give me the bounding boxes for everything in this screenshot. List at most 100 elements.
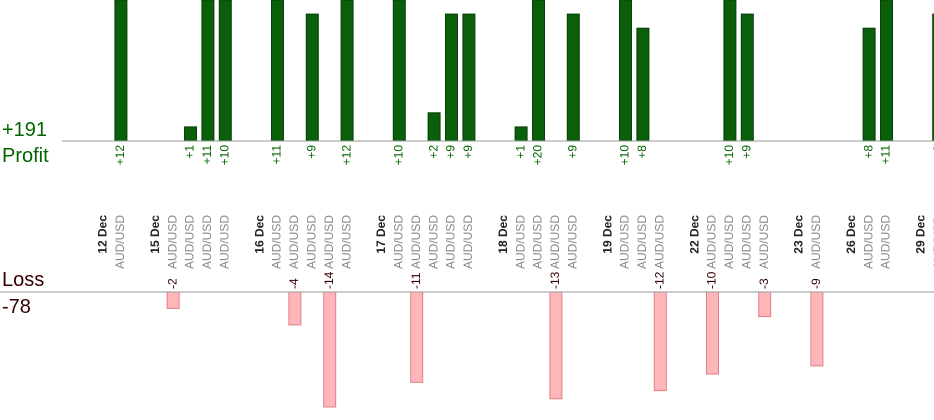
profit-value-label: +11 [879,145,893,165]
loss-value-label: -4 [287,278,301,289]
date-label: 16 Dec [252,215,266,254]
instrument-label: AUD/USD [339,215,353,269]
loss-value-label: -12 [652,271,666,289]
instrument-label: AUD/USD [113,215,127,269]
instrument-label: AUD/USD [531,215,545,269]
loss-bar [410,291,424,383]
instrument-label: AUD/USD [513,215,527,269]
date-label: 29 Dec [913,215,927,254]
profit-bar [392,0,406,142]
instrument-label: AUD/USD [722,215,736,269]
instrument-label: AUD/USD [304,215,318,269]
profit-bar [114,0,128,142]
profit-total: +191 [2,119,48,141]
profit-value-label: +20 [531,145,545,166]
loss-bar [653,291,667,392]
profit-bar [740,13,754,142]
instrument-label: AUD/USD [861,215,875,269]
loss-value-label: -2 [165,278,179,289]
loss-bar [810,291,824,367]
category-labels: 12 Dec AUD/USD 15 Dec AUD/USD AUD/USD AUD/USD… [96,215,934,269]
profit-bars [114,0,934,142]
profit-value-label: +1 [513,145,527,159]
profit-bar [305,13,319,142]
profit-bar [445,13,458,142]
instrument-label: AUD/USD [565,215,579,269]
profit-bar [532,0,545,142]
instrument-label: AUD/USD [461,215,475,269]
loss-bar [166,291,180,309]
instrument-label: AUD/USD [391,215,405,269]
profit-bar [880,0,893,142]
profit-bar [340,0,354,142]
profit-value-label: +10 [722,145,736,166]
instrument-label: AUD/USD [287,215,301,269]
instrument-label: AUD/USD [809,215,823,269]
profit-value-label: +10 [217,145,231,166]
profit-bar [427,112,441,142]
date-label: 26 Dec [844,215,858,254]
profit-bar [566,13,580,142]
instrument-label: AUD/USD [426,215,440,269]
profit-label: Profit [2,145,49,167]
profit-value-label: +2 [426,145,440,159]
value-labels: +12-2+1 +11 +10 +11-4+9-14+12 +10-11+2 +9 +9 +1… [113,145,934,289]
profit-value-label: +9 [304,145,318,159]
profit-value-label: +9 [565,145,579,159]
date-label: 18 Dec [496,215,510,254]
date-label: 19 Dec [600,215,614,254]
profit-bar [271,0,284,142]
date-label: 22 Dec [687,215,701,254]
instrument-label: AUD/USD [931,215,934,269]
profit-value-label: +8 [635,145,649,159]
profit-value-label: +9 [739,145,753,159]
loss-bar [758,291,772,318]
loss-label: Loss [2,269,45,291]
loss-total: -78 [2,296,31,318]
instrument-label: AUD/USD [548,215,562,269]
profit-value-label: +11 [270,145,284,165]
profit-bar [184,126,197,142]
date-label: 15 Dec [148,215,162,254]
profit-value-label: +1 [183,145,197,159]
profit-value-label: +9 [444,145,458,159]
profit-bar [636,27,650,142]
profit-bar [218,0,232,142]
profit-value-label: +10 [618,145,632,166]
instrument-label: AUD/USD [165,215,179,269]
instrument-label: AUD/USD [444,215,458,269]
profit-value-label: +12 [113,145,127,166]
profit-value-label: +9 [931,145,934,159]
date-label: 12 Dec [96,215,110,254]
instrument-label: AUD/USD [879,215,893,269]
instrument-label: AUD/USD [217,215,231,269]
instrument-label: AUD/USD [705,215,719,269]
loss-value-label: -13 [548,271,562,289]
instrument-label: AUD/USD [757,215,771,269]
profit-value-label: +12 [339,145,353,166]
profit-bar [201,0,215,142]
profit-bar [932,13,934,142]
profit-value-label: +10 [391,145,405,166]
instrument-label: AUD/USD [635,215,649,269]
loss-bar [288,291,302,326]
instrument-label: AUD/USD [739,215,753,269]
instrument-label: AUD/USD [270,215,284,269]
instrument-label: AUD/USD [409,215,423,269]
date-label: 17 Dec [374,215,388,254]
instrument-label: AUD/USD [183,215,197,269]
profit-bar [619,0,632,142]
profit-value-label: +8 [861,145,875,159]
profit-value-label: +11 [200,145,214,165]
instrument-label: AUD/USD [652,215,666,269]
loss-bar [323,291,337,408]
profit-bar [862,27,876,142]
profit-bar [462,13,476,142]
profit-bar [514,126,528,142]
loss-bars [166,291,824,408]
loss-value-label: -14 [322,271,336,289]
loss-value-label: -3 [757,278,771,289]
profit-value-label: +9 [461,145,475,159]
date-label: 23 Dec [792,215,806,254]
